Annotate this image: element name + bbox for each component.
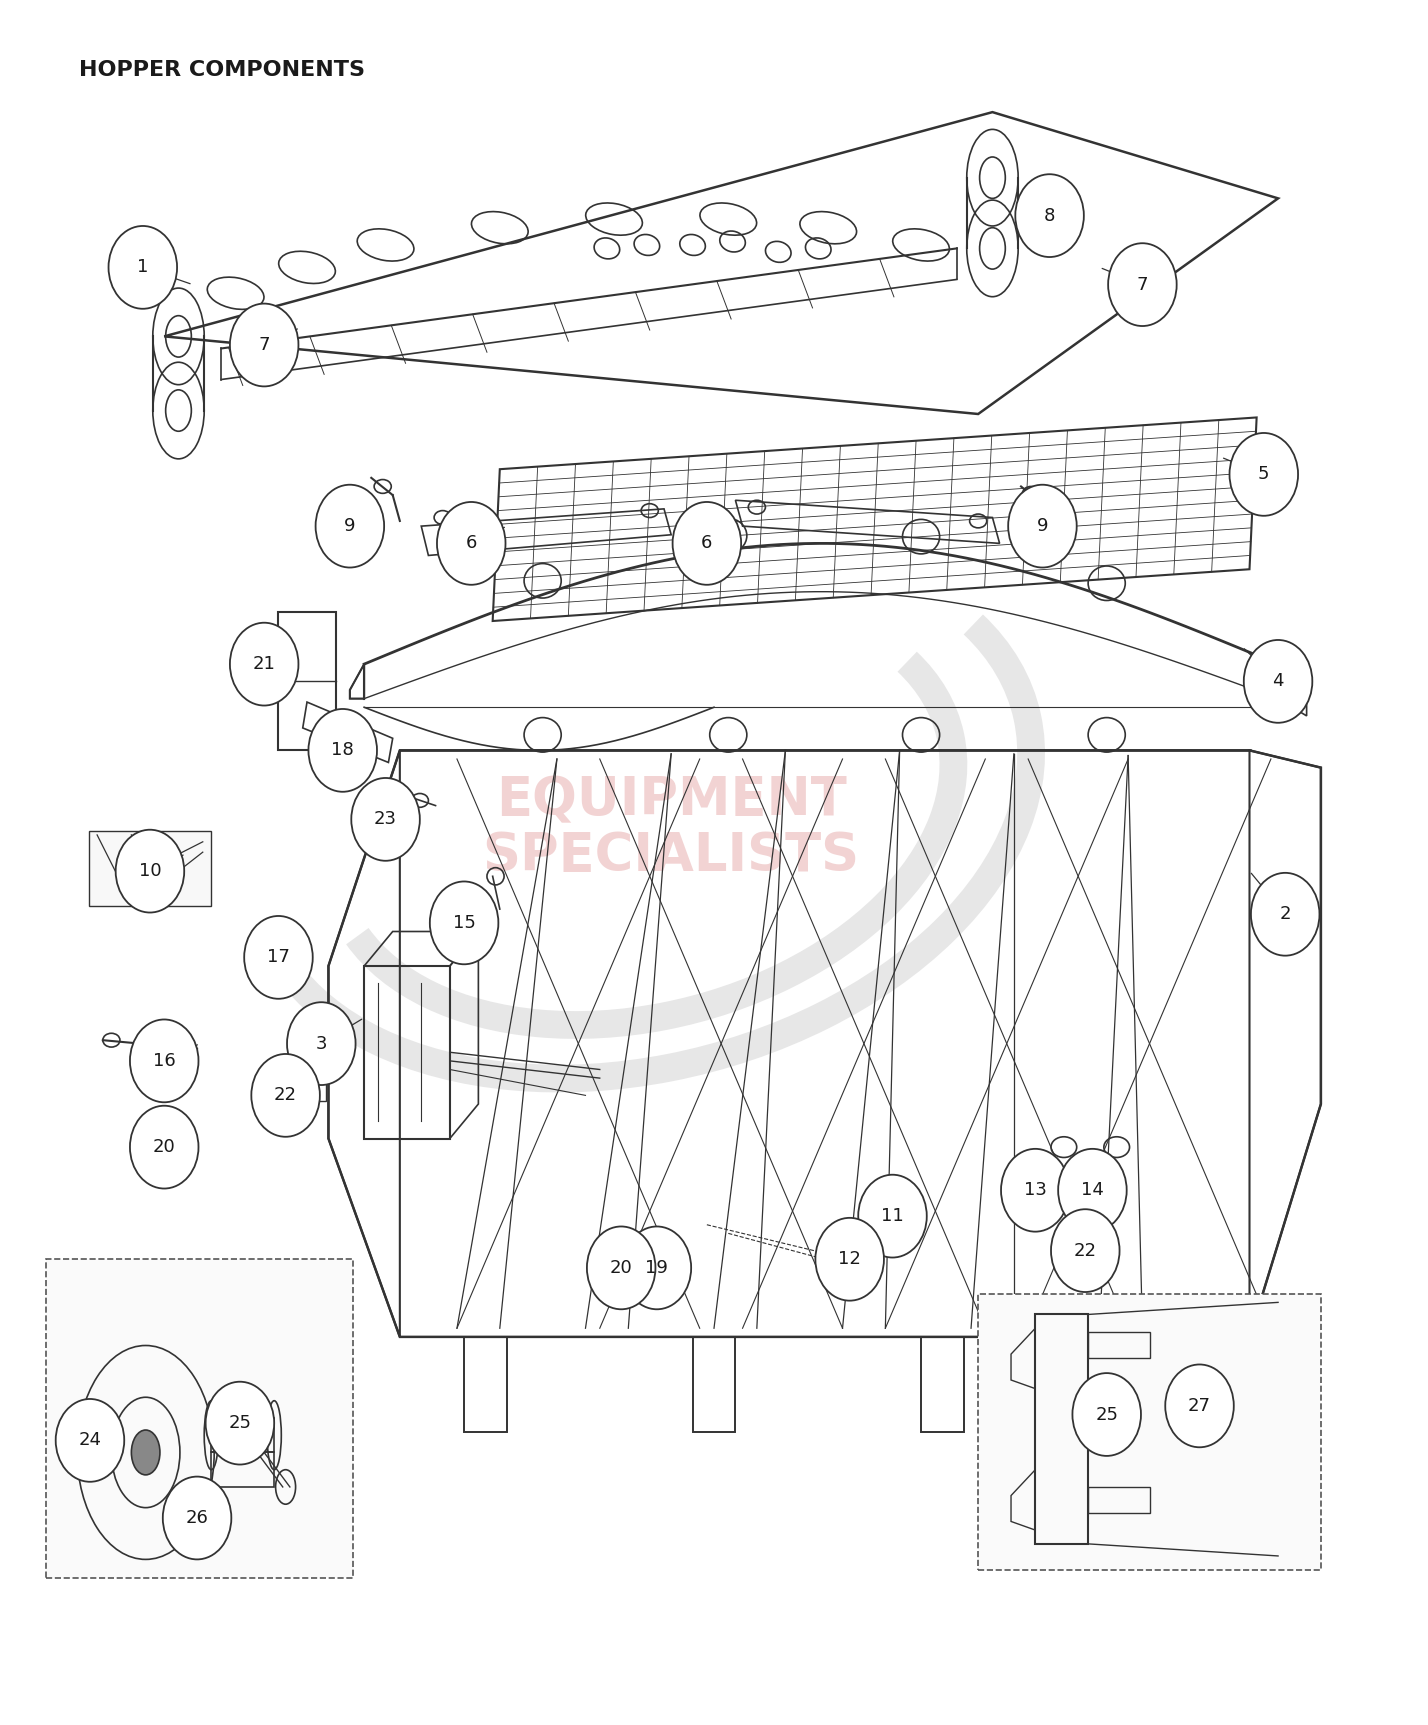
Circle shape — [251, 1054, 320, 1137]
Text: 3: 3 — [316, 1035, 327, 1052]
Text: 26: 26 — [186, 1509, 208, 1527]
Text: 7: 7 — [258, 336, 270, 354]
Text: 2: 2 — [1279, 906, 1291, 923]
Polygon shape — [89, 831, 211, 906]
Circle shape — [230, 304, 298, 386]
Text: 21: 21 — [253, 656, 276, 673]
Circle shape — [206, 1382, 274, 1465]
Circle shape — [230, 623, 298, 706]
Text: 22: 22 — [274, 1087, 297, 1104]
Circle shape — [1230, 433, 1298, 516]
Text: 27: 27 — [1188, 1397, 1211, 1414]
FancyBboxPatch shape — [46, 1259, 353, 1578]
Circle shape — [673, 502, 741, 585]
Circle shape — [1058, 1149, 1127, 1232]
Text: 18: 18 — [331, 742, 354, 759]
Text: 1: 1 — [137, 259, 149, 276]
Circle shape — [1251, 873, 1319, 956]
Circle shape — [316, 485, 384, 568]
Text: 16: 16 — [153, 1052, 176, 1070]
FancyBboxPatch shape — [978, 1294, 1321, 1570]
Circle shape — [1008, 485, 1077, 568]
Text: 7: 7 — [1137, 276, 1148, 293]
Text: 13: 13 — [1024, 1182, 1047, 1199]
Text: 22: 22 — [1074, 1242, 1097, 1259]
Circle shape — [1244, 640, 1312, 723]
Text: 23: 23 — [374, 811, 397, 828]
Text: 19: 19 — [645, 1259, 668, 1276]
Circle shape — [130, 1019, 198, 1102]
Text: 12: 12 — [838, 1251, 861, 1268]
Circle shape — [858, 1175, 927, 1258]
Circle shape — [1072, 1373, 1141, 1456]
Text: 25: 25 — [1095, 1406, 1118, 1423]
Circle shape — [163, 1477, 231, 1559]
Text: 9: 9 — [344, 518, 356, 535]
Text: 5: 5 — [1258, 466, 1269, 483]
Text: HOPPER COMPONENTS: HOPPER COMPONENTS — [79, 60, 364, 81]
Text: 4: 4 — [1272, 673, 1284, 690]
Circle shape — [1001, 1149, 1070, 1232]
Text: 14: 14 — [1081, 1182, 1104, 1199]
Circle shape — [815, 1218, 884, 1301]
Circle shape — [1165, 1364, 1234, 1447]
Circle shape — [437, 502, 506, 585]
Circle shape — [130, 1106, 198, 1189]
Ellipse shape — [131, 1430, 160, 1475]
Circle shape — [56, 1399, 124, 1482]
Text: 9: 9 — [1037, 518, 1048, 535]
Text: 8: 8 — [1044, 207, 1055, 224]
Text: EQUIPMENT
SPECIALISTS: EQUIPMENT SPECIALISTS — [483, 775, 860, 881]
Text: 6: 6 — [701, 535, 713, 552]
Text: 17: 17 — [267, 949, 290, 966]
Text: 20: 20 — [610, 1259, 633, 1276]
Text: 11: 11 — [881, 1208, 904, 1225]
Circle shape — [244, 916, 313, 999]
Circle shape — [430, 881, 498, 964]
Circle shape — [308, 709, 377, 792]
Text: 24: 24 — [79, 1432, 101, 1449]
Text: 10: 10 — [139, 862, 161, 880]
Circle shape — [1051, 1209, 1120, 1292]
Text: 6: 6 — [466, 535, 477, 552]
Text: 25: 25 — [228, 1414, 251, 1432]
Text: 20: 20 — [153, 1138, 176, 1156]
Circle shape — [116, 830, 184, 913]
Circle shape — [287, 1002, 356, 1085]
Text: 15: 15 — [453, 914, 476, 932]
Circle shape — [1015, 174, 1084, 257]
Circle shape — [351, 778, 420, 861]
Circle shape — [587, 1226, 655, 1309]
Circle shape — [109, 226, 177, 309]
Circle shape — [623, 1226, 691, 1309]
Circle shape — [1108, 243, 1177, 326]
